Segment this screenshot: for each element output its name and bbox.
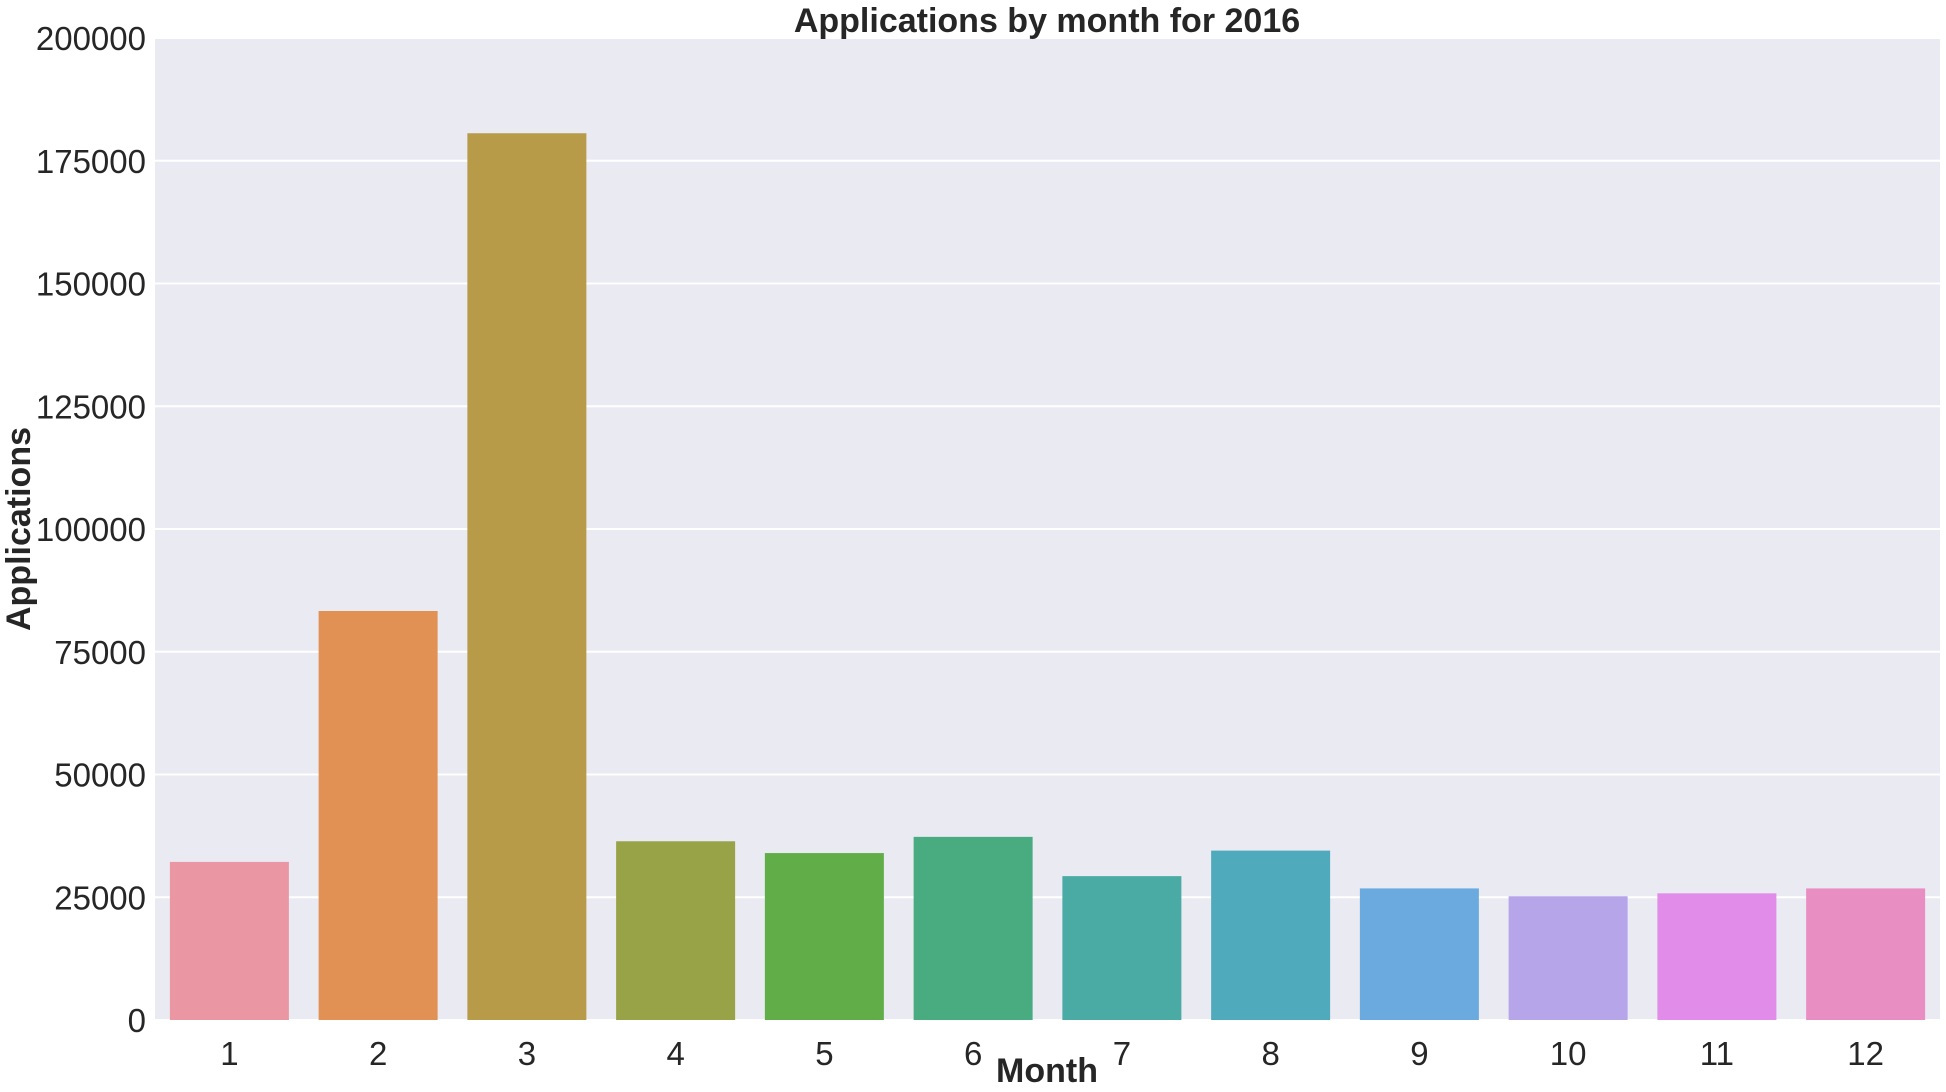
y-tick-label: 100000: [36, 511, 146, 548]
bars: [169, 133, 1926, 1020]
bar-month-5: [764, 853, 884, 1020]
y-tick-label: 75000: [54, 634, 146, 671]
bar-month-8: [1211, 850, 1331, 1020]
x-tick-labels: 1 2 3 4 5 6 7 8 9 10 11 12: [220, 1035, 1884, 1072]
bar-month-3: [467, 133, 587, 1020]
gridlines: [155, 37, 1940, 1021]
x-tick-label: 10: [1550, 1035, 1587, 1072]
x-tick-label: 4: [666, 1035, 684, 1072]
y-tick-label: 50000: [54, 757, 146, 794]
bar-month-11: [1657, 893, 1777, 1020]
x-tick-label: 9: [1410, 1035, 1428, 1072]
bar-month-2: [318, 610, 438, 1020]
bar-month-9: [1359, 888, 1479, 1020]
y-tick-label: 200000: [36, 20, 146, 57]
y-tick-label: 125000: [36, 388, 146, 425]
x-axis-label: Month: [996, 1052, 1098, 1090]
y-tick-labels: 0 25000 50000 75000 100000 125000 150000 175000…: [36, 20, 146, 1039]
bar-month-10: [1508, 896, 1628, 1020]
bar-month-6: [913, 836, 1033, 1020]
chart-title: Applications by month for 2016: [794, 2, 1300, 40]
x-tick-label: 8: [1261, 1035, 1279, 1072]
y-tick-label: 25000: [54, 879, 146, 916]
y-tick-label: 175000: [36, 143, 146, 180]
x-tick-label: 12: [1847, 1035, 1884, 1072]
y-tick-label: 0: [128, 1002, 146, 1039]
x-tick-label: 6: [964, 1035, 982, 1072]
x-tick-label: 1: [220, 1035, 238, 1072]
x-tick-label: 11: [1700, 1035, 1734, 1072]
bar-month-12: [1806, 888, 1926, 1020]
x-tick-label: 5: [815, 1035, 833, 1072]
x-tick-label: 3: [518, 1035, 536, 1072]
bar-month-4: [616, 841, 736, 1020]
y-tick-label: 150000: [36, 266, 146, 303]
x-tick-label: 2: [369, 1035, 387, 1072]
bar-month-1: [169, 861, 289, 1020]
y-axis-label: Applications: [0, 427, 38, 631]
bar-month-7: [1062, 876, 1182, 1020]
x-tick-label: 7: [1113, 1035, 1131, 1072]
